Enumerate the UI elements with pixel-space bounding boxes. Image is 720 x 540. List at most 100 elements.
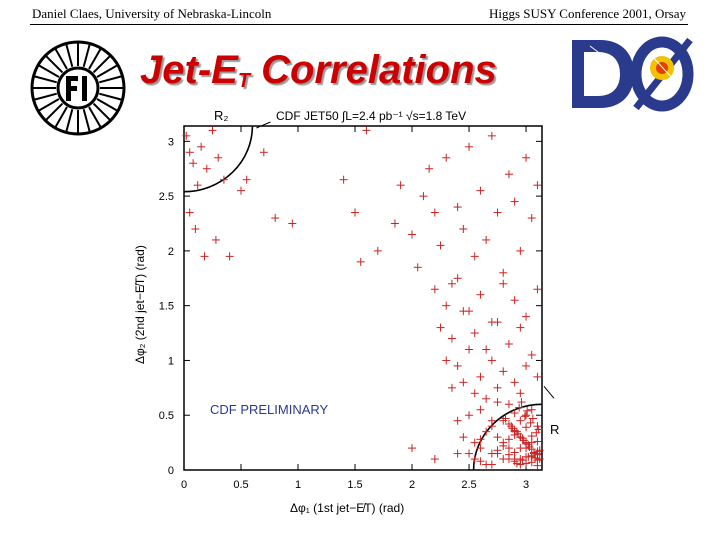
data-point [453, 203, 462, 212]
data-point [499, 367, 508, 376]
y-tick-label: 0 [168, 465, 174, 477]
fermilab-logo-icon [30, 40, 126, 136]
title-rest: Correlations [250, 48, 497, 92]
data-point [504, 400, 513, 409]
x-tick-label: 3 [523, 479, 529, 491]
data-point [482, 235, 491, 244]
data-point [476, 457, 485, 466]
data-point [373, 246, 382, 255]
data-point [442, 356, 451, 365]
data-point [528, 414, 537, 423]
data-point [518, 456, 527, 465]
data-point [510, 296, 519, 305]
data-point [197, 142, 206, 151]
data-point [476, 435, 485, 444]
data-point [476, 405, 485, 414]
data-point [470, 252, 479, 261]
data-point [182, 131, 191, 140]
data-point [470, 329, 479, 338]
data-point [533, 372, 542, 381]
region-r2-arc [183, 125, 254, 193]
data-point [516, 416, 525, 425]
header-right: Higgs SUSY Conference 2001, Orsay [488, 6, 686, 21]
data-point [499, 441, 508, 450]
data-point [396, 181, 405, 190]
chart-title: CDF JET50 ∫L=2.4 pb⁻¹ √s=1.8 TeV [276, 109, 466, 123]
data-point [408, 444, 417, 453]
data-point [470, 438, 479, 447]
data-point [493, 383, 502, 392]
data-point [526, 418, 535, 427]
title-main: Jet-E [140, 48, 238, 92]
data-point [487, 356, 496, 365]
x-tick-label: 2.5 [461, 479, 476, 491]
data-point [459, 433, 468, 442]
data-point [447, 279, 456, 288]
data-point [527, 350, 536, 359]
data-point [517, 398, 526, 407]
data-point [470, 455, 479, 464]
title-sub: T [237, 70, 251, 92]
data-point [487, 416, 496, 425]
data-point [504, 450, 513, 459]
data-point [504, 340, 513, 349]
data-point [453, 416, 462, 425]
data-point [465, 345, 474, 354]
data-point [476, 290, 485, 299]
data-point [459, 224, 468, 233]
data-point [425, 164, 434, 173]
data-point [390, 219, 399, 228]
data-point [413, 263, 422, 272]
region-label-r1: R₁ [550, 422, 560, 437]
d0-logo-icon [572, 36, 694, 112]
data-point [482, 345, 491, 354]
data-point [516, 323, 525, 332]
data-point [533, 422, 542, 431]
data-point [516, 389, 525, 398]
data-point [512, 459, 521, 468]
data-point [510, 197, 519, 206]
chart-container: CDF JET50 ∫L=2.4 pb⁻¹ √s=1.8 TeV R₂ R₁ C… [130, 104, 564, 524]
data-point [533, 437, 542, 446]
data-point [527, 432, 536, 441]
data-point [453, 449, 462, 458]
data-point [476, 444, 485, 453]
data-point [487, 131, 496, 140]
data-point [271, 214, 280, 223]
region-r2-pointer [256, 121, 271, 129]
data-point [516, 455, 525, 464]
data-point [191, 224, 200, 233]
data-point [510, 448, 519, 457]
header-left: Daniel Claes, University of Nebraska-Lin… [32, 6, 272, 21]
region-r1-pointer [543, 385, 555, 399]
data-point [520, 412, 529, 421]
data-point [447, 334, 456, 343]
data-point [499, 268, 508, 277]
data-point [476, 372, 485, 381]
data-point [493, 208, 502, 217]
data-point [470, 389, 479, 398]
data-point [524, 452, 533, 461]
data-point [465, 449, 474, 458]
data-point [219, 175, 228, 184]
data-point [499, 455, 508, 464]
data-point [535, 455, 544, 464]
y-axis-label: Δφ₂ (2nd jet−E̸T) (rad) [133, 245, 147, 364]
data-point [482, 427, 491, 436]
data-point [459, 307, 468, 316]
data-point [493, 433, 502, 442]
region-label-r2: R₂ [214, 108, 228, 123]
y-tick-label: 0.5 [159, 410, 174, 422]
data-point [288, 219, 297, 228]
data-point [436, 241, 445, 250]
data-point [518, 434, 527, 443]
data-point [339, 175, 348, 184]
data-point [527, 214, 536, 223]
data-point [530, 448, 539, 457]
data-point [522, 312, 531, 321]
data-point [516, 246, 525, 255]
data-point [534, 425, 543, 434]
data-point [493, 398, 502, 407]
data-point [533, 285, 542, 294]
data-point [504, 170, 513, 179]
